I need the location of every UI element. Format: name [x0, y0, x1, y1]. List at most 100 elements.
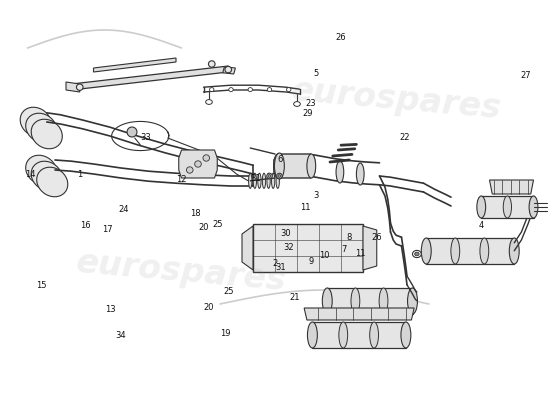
- Text: 24: 24: [118, 206, 129, 214]
- Ellipse shape: [210, 88, 214, 92]
- Ellipse shape: [415, 252, 419, 256]
- Text: 17: 17: [102, 226, 113, 234]
- Ellipse shape: [322, 288, 332, 314]
- Ellipse shape: [262, 173, 266, 188]
- Text: 5: 5: [314, 70, 319, 78]
- Text: 1: 1: [77, 170, 82, 178]
- Ellipse shape: [267, 173, 272, 179]
- Bar: [253, 224, 363, 272]
- Ellipse shape: [195, 161, 201, 167]
- Ellipse shape: [208, 61, 215, 67]
- Ellipse shape: [206, 100, 212, 104]
- Ellipse shape: [267, 88, 272, 92]
- Ellipse shape: [31, 119, 62, 149]
- Ellipse shape: [127, 127, 137, 137]
- Polygon shape: [274, 154, 315, 178]
- Text: 7: 7: [341, 246, 346, 254]
- Ellipse shape: [248, 88, 252, 92]
- Ellipse shape: [412, 250, 421, 258]
- Text: 16: 16: [80, 222, 91, 230]
- Ellipse shape: [203, 155, 210, 161]
- Ellipse shape: [509, 238, 519, 264]
- Text: 9: 9: [308, 258, 314, 266]
- Text: 31: 31: [275, 264, 286, 272]
- Text: 26: 26: [371, 234, 382, 242]
- Ellipse shape: [307, 322, 317, 348]
- Ellipse shape: [421, 238, 431, 264]
- Ellipse shape: [401, 322, 411, 348]
- Ellipse shape: [278, 174, 280, 177]
- Ellipse shape: [249, 173, 252, 188]
- Ellipse shape: [451, 238, 460, 264]
- Ellipse shape: [356, 163, 364, 185]
- Ellipse shape: [336, 161, 344, 183]
- Text: 12: 12: [176, 176, 187, 184]
- Polygon shape: [66, 82, 80, 92]
- Text: 3: 3: [314, 192, 319, 200]
- Ellipse shape: [351, 288, 360, 314]
- Ellipse shape: [258, 173, 261, 188]
- Text: eurospares: eurospares: [75, 246, 288, 298]
- Ellipse shape: [307, 154, 316, 178]
- Text: 26: 26: [336, 34, 346, 42]
- Ellipse shape: [480, 238, 489, 264]
- Ellipse shape: [276, 173, 279, 188]
- Text: eurospares: eurospares: [289, 74, 503, 126]
- Text: 18: 18: [190, 210, 201, 218]
- Text: 6: 6: [278, 156, 283, 164]
- Polygon shape: [304, 308, 414, 320]
- Ellipse shape: [309, 155, 315, 177]
- Ellipse shape: [503, 196, 512, 218]
- Text: 25: 25: [223, 288, 234, 296]
- Ellipse shape: [370, 322, 378, 348]
- Text: 25: 25: [212, 220, 223, 228]
- Ellipse shape: [37, 167, 68, 197]
- Text: 19: 19: [220, 330, 231, 338]
- Text: 31: 31: [250, 174, 261, 182]
- Ellipse shape: [339, 322, 348, 348]
- Ellipse shape: [229, 88, 233, 92]
- Text: 15: 15: [36, 282, 47, 290]
- Polygon shape: [72, 66, 228, 90]
- Text: 20: 20: [204, 304, 214, 312]
- Ellipse shape: [529, 196, 538, 218]
- Ellipse shape: [408, 288, 417, 314]
- Ellipse shape: [294, 102, 300, 106]
- Ellipse shape: [20, 107, 51, 137]
- Ellipse shape: [253, 173, 256, 188]
- Ellipse shape: [287, 88, 291, 92]
- Text: 34: 34: [116, 332, 127, 340]
- Text: 11: 11: [355, 250, 366, 258]
- Text: 33: 33: [140, 134, 151, 142]
- Text: 10: 10: [319, 252, 330, 260]
- Ellipse shape: [186, 167, 193, 173]
- Ellipse shape: [268, 174, 271, 177]
- Polygon shape: [223, 67, 235, 74]
- Ellipse shape: [26, 155, 57, 185]
- Polygon shape: [242, 226, 253, 270]
- Text: 30: 30: [280, 230, 292, 238]
- Polygon shape: [94, 58, 176, 72]
- Text: 21: 21: [289, 294, 300, 302]
- Ellipse shape: [274, 154, 282, 178]
- Polygon shape: [363, 226, 377, 270]
- Text: 11: 11: [300, 204, 311, 212]
- Text: 32: 32: [283, 244, 294, 252]
- Ellipse shape: [477, 196, 486, 218]
- Text: 22: 22: [399, 134, 410, 142]
- Bar: [481, 196, 534, 218]
- Text: 29: 29: [302, 110, 313, 118]
- Bar: [426, 238, 514, 264]
- Text: 20: 20: [198, 224, 209, 232]
- Text: 27: 27: [520, 72, 531, 80]
- Text: 14: 14: [25, 170, 36, 178]
- Text: 4: 4: [478, 222, 484, 230]
- Polygon shape: [490, 180, 534, 194]
- Ellipse shape: [26, 113, 57, 143]
- Ellipse shape: [277, 173, 282, 179]
- Ellipse shape: [225, 66, 232, 73]
- Text: 2: 2: [272, 260, 278, 268]
- Text: 13: 13: [104, 306, 116, 314]
- Ellipse shape: [272, 173, 275, 188]
- Bar: [312, 322, 406, 348]
